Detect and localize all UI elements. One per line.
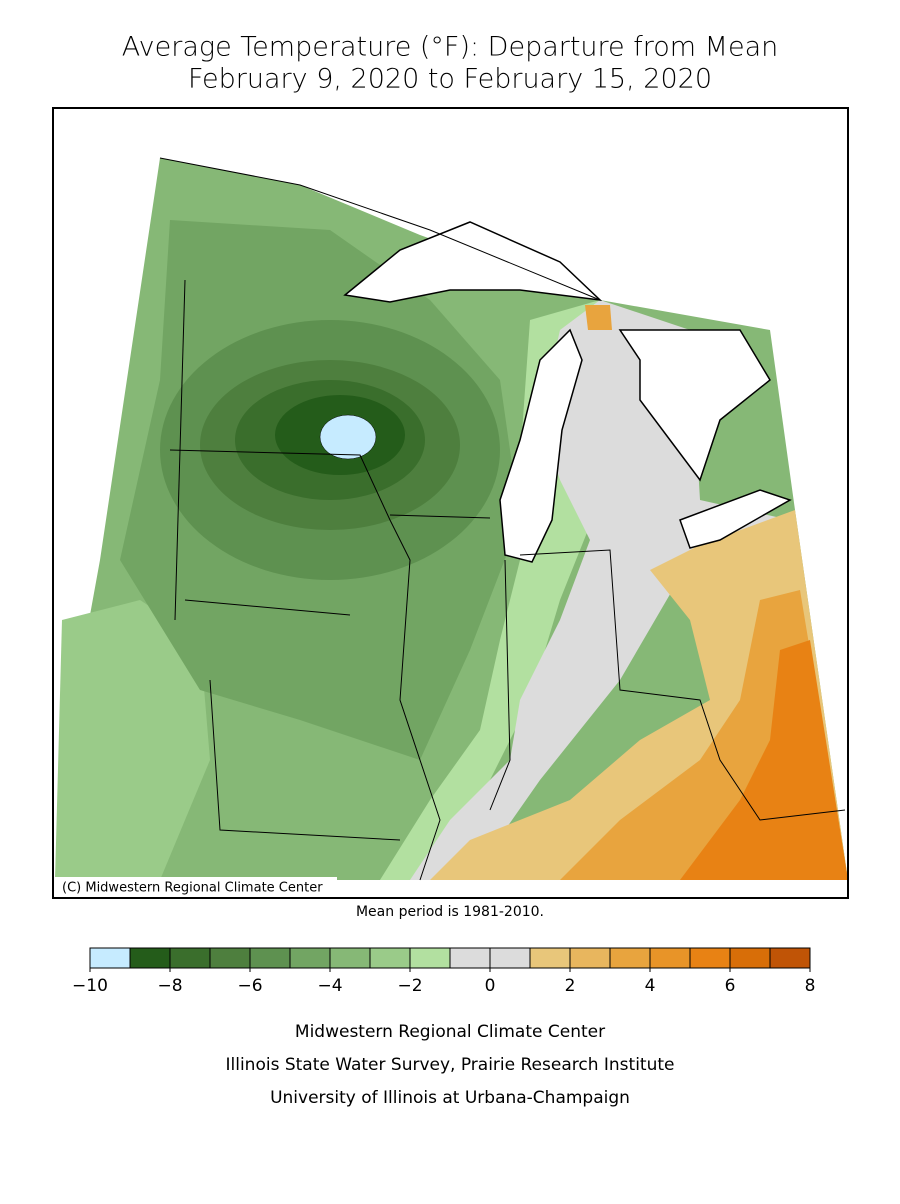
region	[585, 305, 612, 330]
color-bin	[129, 947, 171, 969]
footer-line: University of Illinois at Urbana-Champai…	[270, 1088, 630, 1108]
lakes	[343, 221, 792, 563]
mean-note: Mean period is 1981-2010.	[356, 904, 544, 920]
color-bin	[729, 947, 771, 969]
color-bin	[689, 947, 731, 969]
tick-label: 8	[805, 976, 816, 996]
color-bin	[369, 947, 411, 969]
tick-label: 4	[645, 976, 656, 996]
color-bin	[409, 947, 451, 969]
tick-label: −4	[317, 976, 342, 996]
subtitle: February 9, 2020 to February 15, 2020	[188, 64, 712, 95]
region	[319, 414, 377, 460]
color-bin	[249, 947, 291, 969]
color-bin	[209, 947, 251, 969]
color-bin	[529, 947, 571, 969]
tick-label: 6	[725, 976, 736, 996]
copyright-box	[55, 877, 337, 897]
map: (C) Midwestern Regional Climate Center M…	[52, 107, 849, 920]
color-bin	[569, 947, 611, 969]
tick-label: −8	[157, 976, 182, 996]
colorbar: −10 −8 −6 −4 −2 0 2 4 6 8	[72, 947, 816, 996]
footer-line: Midwestern Regional Climate Center	[295, 1022, 605, 1042]
color-bin	[89, 947, 131, 969]
color-bin	[169, 947, 211, 969]
tick-label: −10	[72, 976, 108, 996]
tick-label: 0	[485, 976, 496, 996]
region	[55, 600, 210, 880]
color-bin	[769, 947, 811, 969]
tick-label: −2	[397, 976, 422, 996]
tick-label: 2	[565, 976, 576, 996]
copyright: (C) Midwestern Regional Climate Center	[62, 881, 323, 896]
color-bin	[449, 947, 491, 969]
tick-label: −6	[237, 976, 262, 996]
title: Average Temperature (°F): Departure from…	[122, 32, 778, 63]
region	[680, 640, 848, 880]
color-bin	[489, 947, 531, 969]
map-frame	[52, 107, 849, 899]
borders	[159, 157, 846, 881]
color-bin	[609, 947, 651, 969]
color-bin	[289, 947, 331, 969]
color-bin	[649, 947, 691, 969]
footer-line: Illinois State Water Survey, Prairie Res…	[226, 1055, 675, 1075]
color-bin	[329, 947, 371, 969]
